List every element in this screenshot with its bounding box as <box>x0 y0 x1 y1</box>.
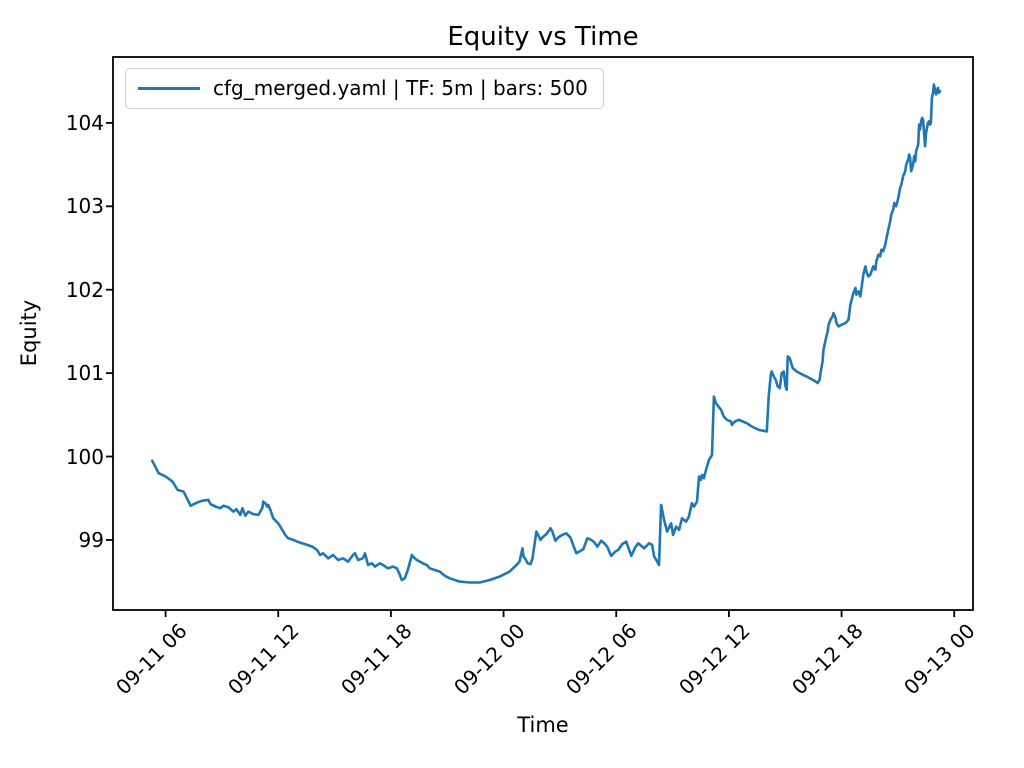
y-axis-label: Equity <box>17 299 41 367</box>
x-tick-label: 09-13 00 <box>899 618 980 700</box>
x-tick-label: 09-12 12 <box>674 618 755 700</box>
tick-marks <box>106 121 956 617</box>
y-tick-label: 103 <box>65 194 104 219</box>
y-tick-label: 104 <box>65 110 104 135</box>
y-tick-label: 99 <box>78 527 104 552</box>
legend-line-sample <box>138 87 200 90</box>
axes-spines <box>112 56 974 611</box>
equity-series-line <box>150 83 942 584</box>
legend-label: cfg_merged.yaml | TF: 5m | bars: 500 <box>213 76 588 100</box>
chart-title: Equity vs Time <box>447 22 639 52</box>
y-tick-label: 102 <box>65 277 104 302</box>
x-tick-label: 09-12 00 <box>448 618 530 700</box>
x-tick-label: 09-12 18 <box>786 618 868 700</box>
x-axis-label: Time <box>517 713 569 737</box>
y-tick-label: 101 <box>65 361 104 386</box>
x-tick-label: 09-11 06 <box>110 618 192 700</box>
legend: cfg_merged.yaml | TF: 5m | bars: 500 <box>125 68 604 109</box>
plot-canvas <box>106 56 974 617</box>
x-tick-label: 09-11 12 <box>223 618 304 700</box>
x-tick-label: 09-11 18 <box>336 618 417 700</box>
y-tick-label: 100 <box>65 444 104 469</box>
x-tick-label: 09-12 06 <box>561 618 642 700</box>
